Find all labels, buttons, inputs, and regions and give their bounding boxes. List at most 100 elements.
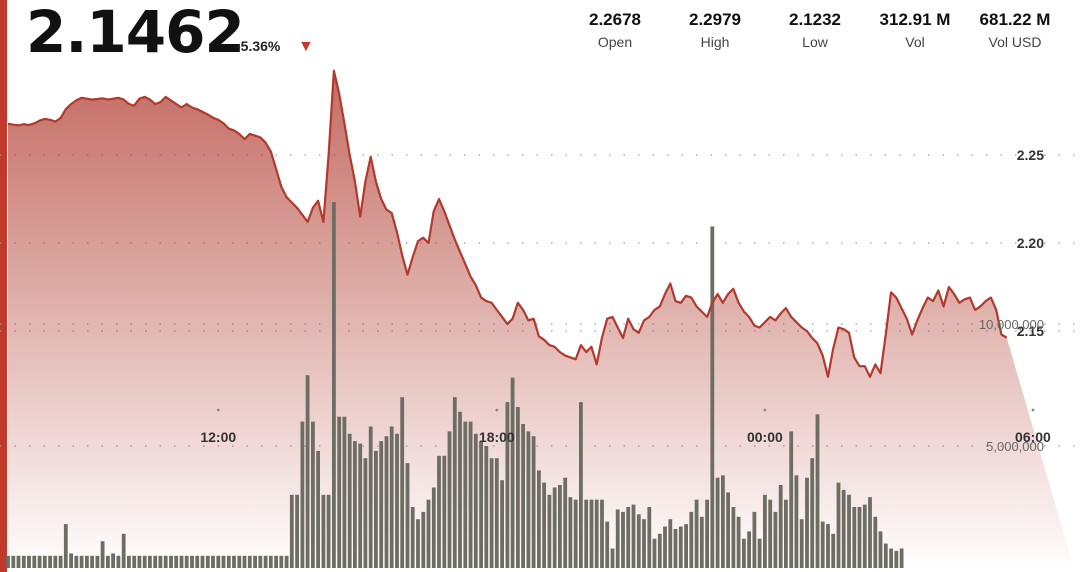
volume-bar: [447, 431, 452, 568]
volume-tick-label: 10,000,000: [979, 317, 1044, 332]
volume-bar: [410, 507, 415, 568]
down-arrow-icon: ▼: [298, 38, 314, 55]
volume-bar: [710, 226, 715, 568]
volume-bar: [368, 426, 373, 568]
volume-bar: [721, 475, 725, 568]
volume-bar: [647, 507, 652, 568]
volume-bar: [689, 511, 694, 568]
volume-bar: [805, 477, 809, 568]
volume-bar: [305, 375, 310, 568]
volume-bar: [531, 436, 536, 568]
volume-bar: [678, 526, 683, 568]
volume-bar: [300, 421, 305, 568]
volume-bar: [374, 450, 378, 568]
volume-bar: [289, 494, 294, 568]
volume-bar: [799, 519, 804, 568]
volume-bar: [573, 499, 578, 568]
volume-bar: [789, 431, 794, 568]
volume-bar: [389, 426, 394, 568]
volume-bar: [663, 526, 667, 568]
volume-bar: [463, 421, 468, 568]
volume-bar: [353, 441, 357, 568]
volume-bar: [221, 555, 226, 568]
volume-bar: [395, 433, 399, 568]
volume-bar: [326, 494, 331, 568]
volume-bar: [736, 516, 741, 568]
volume-bar: [284, 555, 289, 568]
volume-bar: [321, 494, 326, 568]
volume-bar: [642, 519, 646, 568]
volume-bar: [862, 504, 867, 568]
volume-bar: [384, 436, 389, 568]
time-tick-label: 12:00: [200, 429, 236, 445]
volume-bar: [442, 455, 447, 568]
volume-bar: [563, 477, 568, 568]
volume-bar: [815, 414, 820, 568]
volume-bar: [237, 555, 242, 568]
volume-bar: [79, 555, 84, 568]
volume-bar: [27, 555, 31, 568]
stat-low: 2.1232 Low: [760, 10, 870, 50]
volume-bar: [757, 538, 762, 568]
volume-bar: [715, 477, 720, 568]
volume-bar: [889, 548, 893, 568]
time-tick-mark: [216, 408, 220, 412]
volume-bar: [621, 511, 625, 568]
volume-bar: [74, 555, 79, 568]
volume-bar: [332, 202, 336, 568]
volume-bar: [479, 441, 483, 568]
volume-bar: [258, 555, 263, 568]
volume-bar: [111, 553, 115, 568]
time-tick-mark: [1031, 408, 1035, 412]
volume-bar: [584, 499, 589, 568]
price-area-fill: [8, 70, 1075, 572]
volume-bar: [426, 499, 431, 568]
left-accent-bar: [0, 0, 7, 572]
volume-bar: [652, 538, 657, 568]
volume-bar: [58, 555, 63, 568]
volume-bar: [95, 555, 100, 568]
volume-bar: [558, 485, 562, 568]
volume-bar: [247, 555, 252, 568]
volume-bar: [868, 497, 872, 568]
volume-bar: [205, 555, 210, 568]
volume-bar: [106, 555, 110, 568]
volume-bar: [363, 458, 368, 568]
stat-low-value: 2.1232: [789, 10, 841, 29]
volume-bar: [452, 397, 457, 568]
stat-low-label: Low: [802, 34, 828, 50]
time-tick-mark: [495, 408, 499, 412]
volume-bar: [516, 407, 520, 568]
volume-bar: [226, 555, 231, 568]
volume-bar: [268, 555, 273, 568]
price-line: [7, 69, 1008, 378]
volume-bar: [784, 499, 788, 568]
volume-bar: [153, 555, 158, 568]
volume-bar: [337, 416, 342, 568]
volume-bar: [458, 411, 462, 568]
volume-bar: [179, 555, 184, 568]
volume-bar: [626, 507, 631, 568]
volume-bar: [358, 443, 363, 568]
stat-open-label: Open: [597, 34, 633, 50]
volume-bar: [873, 516, 878, 568]
volume-bar: [657, 533, 662, 568]
stat-high: 2.2979 High: [660, 10, 770, 50]
volume-bar: [742, 538, 746, 568]
volume-bar: [631, 504, 636, 568]
volume-bar: [705, 499, 709, 568]
volume-bar: [279, 555, 284, 568]
volume-bar: [763, 494, 767, 568]
volume-bar: [841, 489, 846, 568]
volume-bar: [121, 533, 126, 568]
volume-bar: [195, 555, 200, 568]
price-tick-label: 2.15: [1017, 323, 1044, 339]
stat-vol-value: 312.91 M: [879, 10, 951, 29]
volume-bar: [857, 507, 862, 568]
volume-bar: [253, 555, 257, 568]
volume-bar: [405, 463, 410, 568]
volume-bar: [600, 499, 604, 568]
stat-high-value: 2.2979: [689, 10, 741, 29]
volume-bar: [894, 550, 899, 568]
